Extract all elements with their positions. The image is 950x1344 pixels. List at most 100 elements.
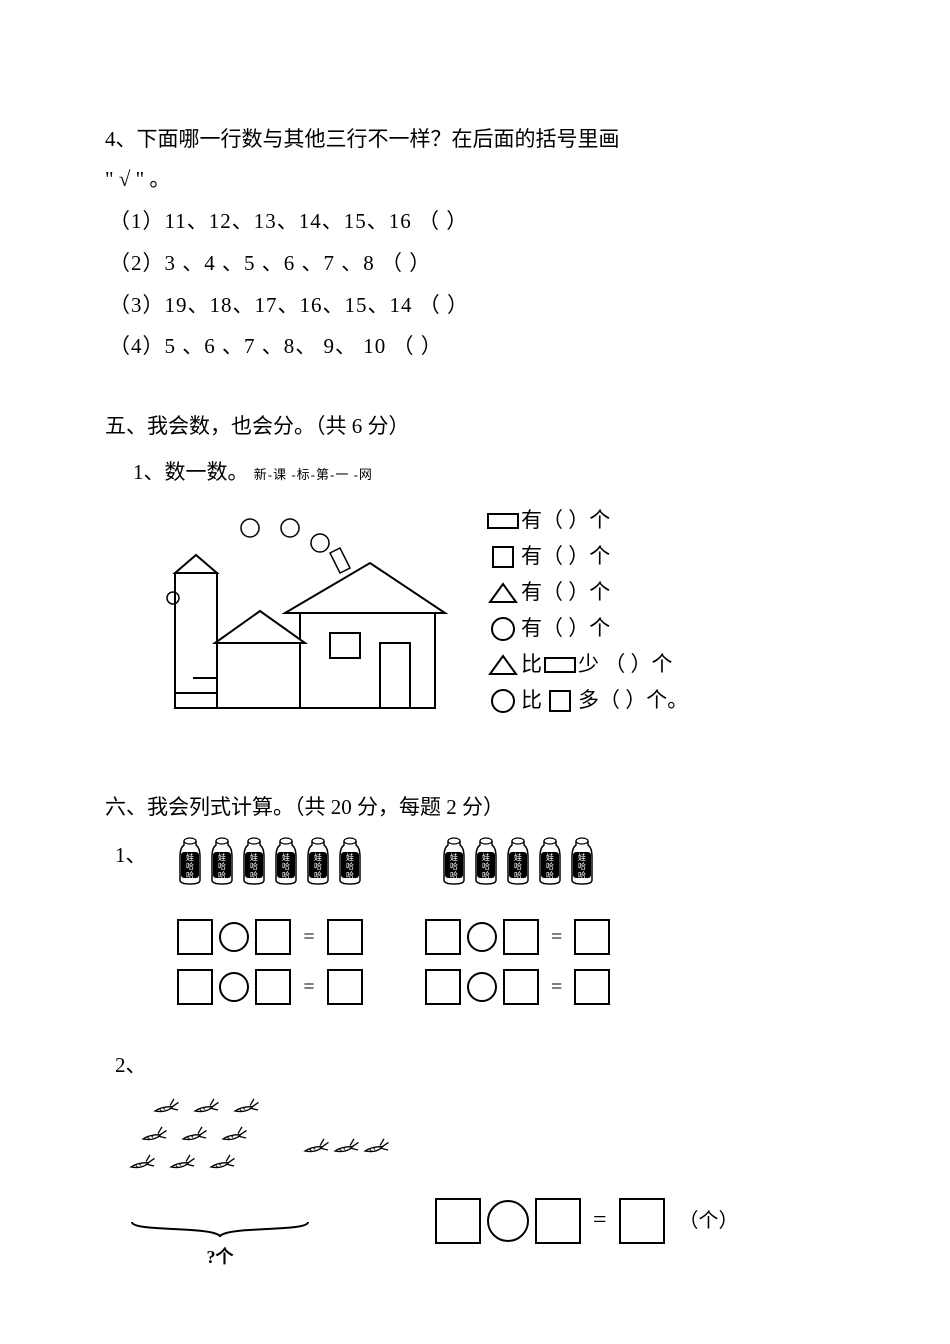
bottles-left-col: 娃 哈 哈 娃 哈 哈 娃 哈 哈 娃 哈 哈 娃 哈 哈 娃 哈 哈: [175, 836, 365, 1006]
s5-row: 有（ ）个 有（ ）个 有（ ）个 有（ ）个: [105, 503, 845, 733]
op-circle[interactable]: [467, 922, 497, 952]
bottles-group: 娃 哈 哈 娃 哈 哈 娃 哈 哈 娃 哈 哈 娃 哈 哈 娃 哈 哈: [175, 836, 610, 1006]
eq-sign: =: [297, 968, 320, 1006]
q6-1-num: 1、: [105, 836, 175, 876]
house-scene: [155, 503, 455, 733]
eq-sign: =: [587, 1198, 613, 1244]
num-box[interactable]: [177, 919, 213, 955]
square-icon: [485, 545, 521, 569]
bottles-right-col: 娃 哈 哈 娃 哈 哈 娃 哈 哈 娃 哈 哈 娃 哈 哈: [425, 836, 610, 1006]
q4-opt2: （2）3 、4 、5 、6 、7 、8 （ ）: [109, 244, 845, 284]
svg-text:哈: 哈: [314, 870, 322, 880]
count-rect-h: 有（ ）个: [485, 503, 688, 539]
q6-2-num: 2、: [105, 1046, 845, 1086]
q4-opt4: （4）5 、6 、7 、8、 9、 10 （ ）: [109, 327, 845, 367]
num-box[interactable]: [327, 919, 363, 955]
num-box[interactable]: [425, 969, 461, 1005]
svg-text:哈: 哈: [514, 861, 522, 871]
count-rect-h-label: 有（ ）个: [521, 503, 610, 539]
eq-line-1: =: [177, 918, 362, 956]
count-square-label: 有（ ）个: [521, 539, 610, 575]
shape-counts: 有（ ）个 有（ ）个 有（ ）个 有（ ）个: [485, 503, 688, 719]
svg-text:哈: 哈: [282, 870, 290, 880]
carrot-area: ?个: [105, 1096, 395, 1274]
q6-1: 1、 娃 哈 哈 娃 哈 哈 娃 哈 哈 娃 哈 哈 娃 哈 哈: [105, 836, 845, 1006]
eq-set-right: = =: [425, 918, 610, 1006]
s6-title: 六、我会列式计算。（共 20 分，每题 2 分）: [105, 788, 845, 828]
eq-sign: =: [545, 918, 568, 956]
num-box[interactable]: [425, 919, 461, 955]
triangle-icon-2: [485, 654, 521, 676]
count-triangle: 有（ ）个: [485, 575, 688, 611]
s5-sub-small: 新-课 -标-第-一 -网: [254, 467, 373, 482]
svg-text:哈: 哈: [482, 870, 490, 880]
bottle-icon: 娃 哈 哈: [535, 836, 565, 900]
svg-text:哈: 哈: [186, 861, 194, 871]
op-circle[interactable]: [219, 922, 249, 952]
s5-title: 五、我会数，也会分。（共 6 分）: [105, 407, 845, 447]
num-box[interactable]: [503, 969, 539, 1005]
num-box[interactable]: [535, 1198, 581, 1244]
q4-options: （1）11、12、13、14、15、16 （ ） （2）3 、4 、5 、6 、…: [105, 202, 845, 368]
svg-text:娃: 娃: [186, 852, 194, 862]
bottles-left-row: 娃 哈 哈 娃 哈 哈 娃 哈 哈 娃 哈 哈 娃 哈 哈 娃 哈 哈: [175, 836, 365, 900]
count-square: 有（ ）个: [485, 539, 688, 575]
num-box[interactable]: [255, 919, 291, 955]
q6-2-body: ?个 = （个）: [105, 1096, 845, 1274]
count-circle-label: 有（ ）个: [521, 611, 610, 647]
svg-text:哈: 哈: [482, 861, 490, 871]
svg-text:哈: 哈: [450, 861, 458, 871]
eq-line-3: =: [425, 918, 610, 956]
square-icon-2: [542, 689, 578, 713]
s5-sub: 1、数一数。 新-课 -标-第-一 -网: [105, 453, 845, 493]
svg-text:娃: 娃: [346, 852, 354, 862]
op-circle[interactable]: [487, 1200, 529, 1242]
svg-text:哈: 哈: [578, 861, 586, 871]
svg-text:哈: 哈: [578, 870, 586, 880]
bottle-icon: 娃 哈 哈: [471, 836, 501, 900]
op-circle[interactable]: [467, 972, 497, 1002]
rect-h-icon: [485, 512, 521, 530]
num-box[interactable]: [503, 919, 539, 955]
unit-label: （个）: [679, 1202, 739, 1240]
bottle-icon: 娃 哈 哈: [239, 836, 269, 900]
num-box[interactable]: [435, 1198, 481, 1244]
num-box[interactable]: [177, 969, 213, 1005]
brace-label: ?个: [130, 1240, 310, 1274]
num-box[interactable]: [574, 919, 610, 955]
svg-text:哈: 哈: [546, 861, 554, 871]
q4-prompt-line2: " √ " 。: [105, 160, 845, 200]
q4-opt3: （3）19、18、17、16、15、14 （ ）: [109, 286, 845, 326]
compare1-a: 比: [521, 647, 542, 683]
eq-set-left: = =: [177, 918, 362, 1006]
brace: ?个: [130, 1220, 310, 1274]
compare-tri-rect: 比 少 （ ）个: [485, 647, 688, 683]
svg-text:哈: 哈: [346, 870, 354, 880]
section-5: 五、我会数，也会分。（共 6 分） 1、数一数。 新-课 -标-第-一 -网: [105, 407, 845, 733]
svg-text:哈: 哈: [218, 861, 226, 871]
bottle-icon: 娃 哈 哈: [335, 836, 365, 900]
eq-sign: =: [297, 918, 320, 956]
svg-text:哈: 哈: [314, 861, 322, 871]
num-box[interactable]: [574, 969, 610, 1005]
svg-text:哈: 哈: [250, 861, 258, 871]
num-box[interactable]: [255, 969, 291, 1005]
compare2-b: 多（ ）个。: [578, 683, 688, 719]
bottle-icon: 娃 哈 哈: [439, 836, 469, 900]
compare1-b: 少 （ ）个: [578, 647, 673, 683]
q6-2: 2、: [105, 1046, 845, 1274]
num-box[interactable]: [327, 969, 363, 1005]
triangle-icon: [485, 582, 521, 604]
eq-sign: =: [545, 968, 568, 1006]
carrots-illustration: [105, 1096, 395, 1206]
q4-opt1: （1）11、12、13、14、15、16 （ ）: [109, 202, 845, 242]
svg-text:娃: 娃: [546, 852, 554, 862]
svg-text:哈: 哈: [282, 861, 290, 871]
compare-circle-sq: 比 多（ ）个。: [485, 683, 688, 719]
svg-text:哈: 哈: [218, 870, 226, 880]
q4-prompt-line1: 4、下面哪一行数与其他三行不一样？在后面的括号里画: [105, 120, 845, 160]
svg-text:哈: 哈: [450, 870, 458, 880]
op-circle[interactable]: [219, 972, 249, 1002]
bottles-right-row: 娃 哈 哈 娃 哈 哈 娃 哈 哈 娃 哈 哈 娃 哈 哈: [439, 836, 597, 900]
num-box[interactable]: [619, 1198, 665, 1244]
